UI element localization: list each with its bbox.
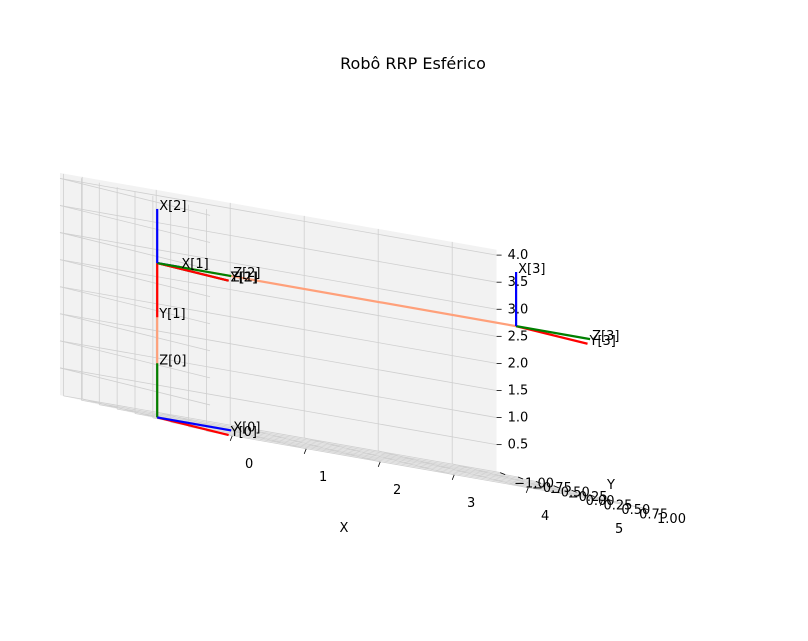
gridline-z-side xyxy=(59,367,211,406)
y-tick xyxy=(500,472,506,475)
gridline-y-floor xyxy=(99,404,536,482)
y-tick xyxy=(642,507,649,511)
y-tick xyxy=(625,503,631,506)
frame-1-z-label: Z[1] xyxy=(231,271,258,286)
x-tick xyxy=(229,435,233,442)
x-tick xyxy=(377,461,381,468)
x-tick-label: 4 xyxy=(541,509,549,524)
y-tick-label: −0.50 xyxy=(550,485,590,500)
y-tick-label: 0.50 xyxy=(621,503,650,518)
y-tick-label: −0.25 xyxy=(568,490,608,505)
x-tick-label: 5 xyxy=(615,522,623,537)
gridline-y-floor xyxy=(188,426,626,504)
y-tick xyxy=(571,489,577,493)
y-tick-label: 0.75 xyxy=(639,507,668,522)
gridline-z-back xyxy=(59,205,497,283)
y-tick-label: −0.75 xyxy=(532,481,572,496)
frame-0-x-axis xyxy=(157,416,232,432)
pane-back xyxy=(60,173,497,472)
z-tick-label: 1.0 xyxy=(508,411,529,426)
x-tick-label: 3 xyxy=(467,496,475,511)
gridline-z-back xyxy=(59,286,497,364)
frame-1-y-label: Y[1] xyxy=(158,307,185,322)
frame-1-x-label: X[1] xyxy=(181,257,208,272)
gridline-z-side xyxy=(59,205,211,243)
gridline-z-back xyxy=(59,232,497,310)
frame-3-z-axis xyxy=(515,325,591,341)
frame-0-z-label: Z[0] xyxy=(159,353,186,368)
z-tick-label: 3.0 xyxy=(508,302,529,317)
z-tick-label: 4.0 xyxy=(508,248,529,263)
y-tick xyxy=(517,476,524,480)
frame-0-y-label: Y[0] xyxy=(230,425,257,440)
gridline-z-side xyxy=(59,178,211,216)
z-tick-label: 2.5 xyxy=(508,329,529,344)
frame-2-y-label: Y[2] xyxy=(230,271,257,286)
frame-0-x-label: X[0] xyxy=(233,420,260,435)
gridline-y-floor xyxy=(206,430,644,509)
x-tick-label: 1 xyxy=(319,470,327,485)
x-tick xyxy=(599,500,603,507)
gridline-z-side xyxy=(59,340,211,379)
z-tick-label: 2.0 xyxy=(508,356,529,371)
y-tick-label: 0.25 xyxy=(603,499,632,514)
frame-3-x-label: X[3] xyxy=(518,262,545,277)
frame-2-z-label: Z[2] xyxy=(233,266,260,281)
z-tick-label: 0.5 xyxy=(508,438,529,453)
gridline-y-floor xyxy=(117,408,554,487)
gridline-y-floor xyxy=(152,417,590,495)
gridline-z-side xyxy=(59,259,211,298)
y-axis-label: Y xyxy=(606,478,615,493)
y-tick xyxy=(589,494,595,497)
gridline-z-back xyxy=(59,367,497,446)
x-axis-label: X xyxy=(340,521,349,536)
y-tick xyxy=(607,498,613,502)
gridline-z-side xyxy=(59,232,211,270)
x-tick xyxy=(303,448,307,455)
z-tick-label: 1.5 xyxy=(508,383,529,398)
x-tick-label: 0 xyxy=(245,457,253,472)
frame-2-x-label: X[2] xyxy=(159,199,186,214)
gridline-y-floor xyxy=(170,421,608,500)
y-tick xyxy=(535,481,542,484)
x-tick xyxy=(451,474,455,481)
gridline-z-back xyxy=(59,178,497,256)
y-tick xyxy=(553,485,559,489)
frame-3-y-label: Y[3] xyxy=(589,334,616,349)
frame-3-z-label: Z[3] xyxy=(592,329,619,344)
chart-title: Robô RRP Esférico xyxy=(340,54,486,73)
gridline-y-floor xyxy=(63,395,501,473)
y-tick-label: 0.00 xyxy=(586,494,615,509)
gridline-y-floor xyxy=(81,399,519,478)
x-tick xyxy=(525,487,529,494)
gridline-z-back xyxy=(59,340,497,418)
gridline-z-side xyxy=(59,286,211,325)
z-tick-label: 3.5 xyxy=(508,275,529,290)
y-tick-label: 1.00 xyxy=(657,512,686,527)
gridline-z-back xyxy=(59,259,497,337)
gridline-z-back xyxy=(59,313,497,391)
y-tick-label: −1.00 xyxy=(514,477,554,492)
frame-2-z-axis xyxy=(157,261,232,278)
x-tick-label: 2 xyxy=(393,483,401,498)
gridline-z-side xyxy=(59,313,211,352)
